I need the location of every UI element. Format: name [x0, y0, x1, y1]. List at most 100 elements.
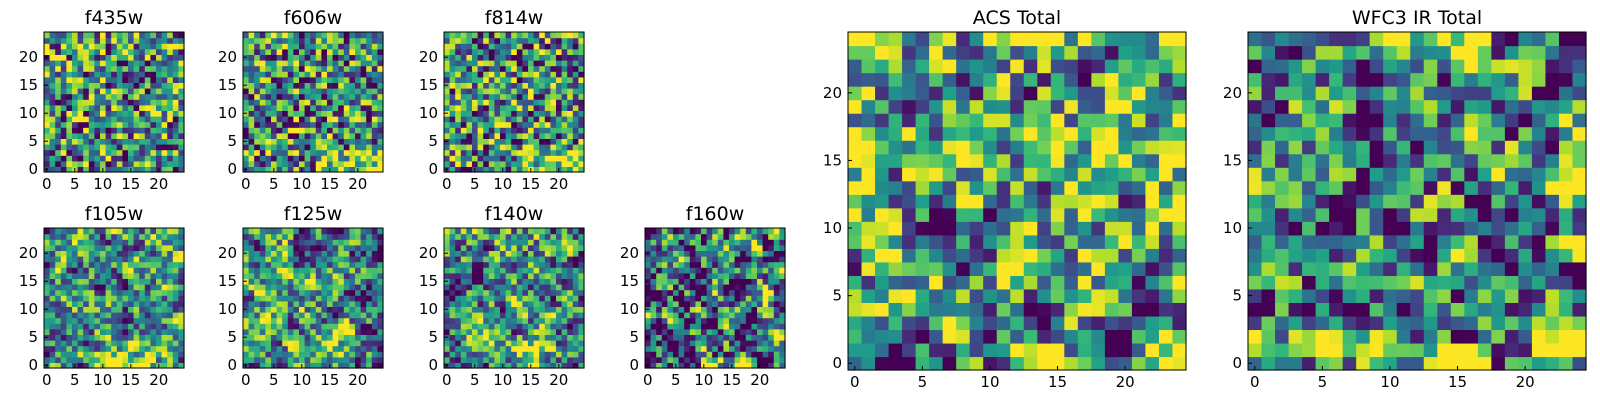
heatmap-cell — [243, 160, 250, 167]
heatmap-cell — [717, 267, 724, 274]
heatmap-cell — [167, 356, 174, 363]
heatmap-cell — [259, 239, 266, 246]
heatmap-cell — [304, 256, 311, 263]
heatmap-cell — [304, 228, 311, 235]
heatmap-cell — [105, 82, 112, 89]
heatmap-cell — [254, 239, 261, 246]
heatmap-cell — [44, 323, 51, 330]
heatmap-cell — [689, 256, 696, 263]
heatmap-cell — [66, 127, 73, 134]
heatmap-cell — [861, 194, 876, 209]
heatmap-cell — [556, 160, 563, 167]
heatmap-cell — [315, 239, 322, 246]
heatmap-cell — [522, 160, 529, 167]
heatmap-cell — [144, 138, 151, 145]
heatmap-cell — [494, 76, 501, 83]
heatmap-cell — [327, 317, 334, 324]
heatmap-cell — [449, 272, 456, 279]
heatmap-cell — [561, 239, 568, 246]
heatmap-cell — [875, 315, 890, 331]
heatmap-cell — [44, 127, 51, 134]
heatmap-cell — [293, 295, 300, 302]
heatmap-cell — [650, 323, 657, 330]
heatmap-cell — [550, 160, 557, 167]
heatmap-cell — [494, 132, 501, 139]
heatmap-cell — [310, 155, 317, 162]
x-tick-label: 10 — [493, 175, 512, 193]
heatmap-cell — [254, 312, 261, 319]
heatmap-cell — [572, 323, 579, 330]
heatmap-cell — [94, 60, 101, 67]
heatmap-cell — [116, 93, 123, 100]
heatmap-cell — [254, 289, 261, 296]
heatmap-cell — [572, 362, 579, 369]
heatmap-cell — [271, 278, 278, 285]
heatmap-cell — [293, 127, 300, 134]
heatmap-cell — [243, 328, 250, 335]
heatmap-cell — [167, 300, 174, 307]
heatmap-cell — [500, 32, 507, 39]
heatmap-cell — [259, 317, 266, 324]
heatmap-cell — [1077, 248, 1092, 263]
heatmap-cell — [88, 239, 95, 246]
heatmap-cell — [178, 48, 185, 55]
heatmap-cell — [44, 345, 51, 352]
heatmap-cell — [701, 312, 708, 319]
heatmap-cell — [494, 233, 501, 240]
heatmap-cell — [723, 317, 730, 324]
heatmap-cell — [684, 312, 691, 319]
heatmap-cell — [522, 99, 529, 106]
heatmap-cell — [88, 362, 95, 369]
heatmap-cell — [44, 121, 51, 128]
heatmap-cell — [243, 345, 250, 352]
heatmap-cell — [66, 328, 73, 335]
heatmap-cell — [172, 65, 179, 72]
heatmap-cell — [488, 244, 495, 251]
heatmap-cell — [861, 153, 876, 168]
heatmap-cell — [539, 93, 546, 100]
heatmap-cell — [321, 88, 328, 95]
heatmap-cell — [561, 166, 568, 173]
heatmap-cell — [60, 244, 67, 251]
heatmap-cell — [343, 104, 350, 111]
heatmap-cell — [265, 228, 272, 235]
heatmap-cell — [139, 76, 146, 83]
heatmap-cell — [516, 317, 523, 324]
heatmap-cell — [44, 244, 51, 251]
heatmap-cell — [488, 272, 495, 279]
heatmap-cell — [349, 300, 356, 307]
heatmap-cell — [265, 328, 272, 335]
x-tick-label: 10 — [292, 371, 311, 389]
heatmap-cell — [88, 144, 95, 151]
heatmap-cell — [645, 351, 652, 358]
heatmap-cell — [1010, 180, 1025, 195]
heatmap-cell — [66, 300, 73, 307]
heatmap-cell — [327, 334, 334, 341]
x-tick-label: 20 — [348, 175, 367, 193]
heatmap-cell — [539, 121, 546, 128]
heatmap-cell — [996, 167, 1011, 182]
heatmap-cell — [83, 345, 90, 352]
heatmap-cell — [561, 82, 568, 89]
heatmap-cell — [338, 155, 345, 162]
heatmap-cell — [528, 43, 535, 50]
heatmap-cell — [902, 167, 917, 182]
heatmap-cell — [293, 228, 300, 235]
heatmap-cell — [505, 132, 512, 139]
heatmap-cell — [734, 312, 741, 319]
heatmap-cell — [695, 306, 702, 313]
heatmap-cell — [550, 32, 557, 39]
heatmap-cell — [472, 110, 479, 117]
heatmap-cell — [88, 54, 95, 61]
heatmap-cell — [60, 340, 67, 347]
heatmap-cell — [172, 356, 179, 363]
heatmap-cell — [276, 166, 283, 173]
heatmap-cell — [561, 284, 568, 291]
heatmap-cell — [287, 116, 294, 123]
heatmap-cell — [572, 48, 579, 55]
heatmap-cell — [511, 356, 518, 363]
heatmap-cell — [178, 351, 185, 358]
heatmap-cell — [128, 244, 135, 251]
heatmap-cell — [287, 239, 294, 246]
